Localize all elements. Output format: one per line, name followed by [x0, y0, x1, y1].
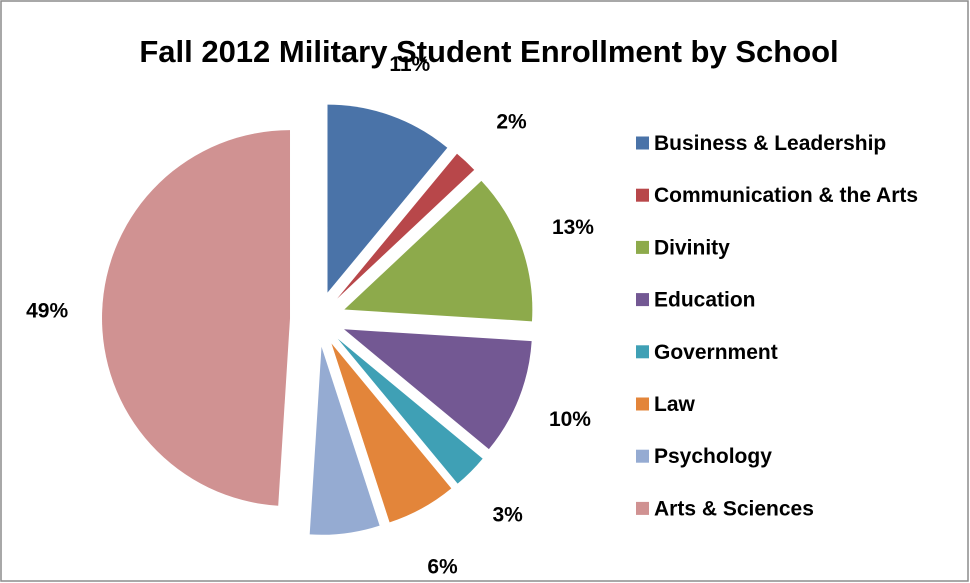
pie-slice-business-leadership [327, 104, 448, 293]
legend-label: Arts & Sciences [654, 497, 814, 520]
legend-item: Divinity [636, 236, 730, 259]
legend-item: Law [636, 393, 696, 416]
pie-slices [102, 104, 533, 535]
pie-slice-law [331, 343, 452, 523]
legend-label: Education [654, 289, 756, 312]
legend-label: Government [654, 341, 778, 364]
legend-label: Business & Leadership [654, 132, 886, 155]
legend-label: Divinity [654, 236, 730, 259]
legend-swatch [636, 397, 649, 411]
legend-item: Psychology [636, 445, 772, 468]
pie-slice-psychology [309, 346, 380, 535]
pie-slice-government [337, 338, 483, 484]
pie-slice-divinity [344, 180, 533, 322]
data-label: 11% [389, 53, 430, 76]
pie-slice-communication-the-arts [337, 153, 475, 299]
legend-item: Arts & Sciences [636, 497, 814, 520]
legend-swatch [636, 240, 649, 254]
data-label: 13% [552, 216, 594, 239]
legend-swatch [636, 136, 649, 150]
data-label: 2% [496, 110, 527, 133]
legend-item: Education [636, 289, 756, 312]
chart-title: Fall 2012 Military Student Enrollment by… [139, 34, 838, 69]
pie-slice-arts-sciences [102, 130, 291, 506]
legend-swatch [636, 501, 649, 515]
legend-swatch [636, 345, 649, 359]
legend-label: Law [654, 393, 696, 416]
data-label: 3% [492, 504, 523, 527]
data-label: 10% [549, 408, 591, 431]
legend-swatch [636, 293, 649, 307]
legend-item: Government [636, 341, 778, 364]
data-label: 6% [335, 581, 366, 583]
data-label: 6% [427, 555, 458, 578]
pie-slice-education [344, 329, 532, 450]
pie-data-labels: 11% 2% 13% 10% 3% 6% 6% 49% [26, 53, 594, 583]
legend-label: Psychology [654, 445, 772, 468]
legend-label: Communication & the Arts [654, 184, 918, 207]
legend-swatch [636, 188, 649, 202]
legend-swatch [636, 449, 649, 463]
legend-item: Communication & the Arts [636, 184, 918, 207]
legend: Business & Leadership Communication & the… [636, 132, 918, 520]
legend-item: Business & Leadership [636, 132, 886, 155]
data-label: 49% [26, 299, 68, 322]
